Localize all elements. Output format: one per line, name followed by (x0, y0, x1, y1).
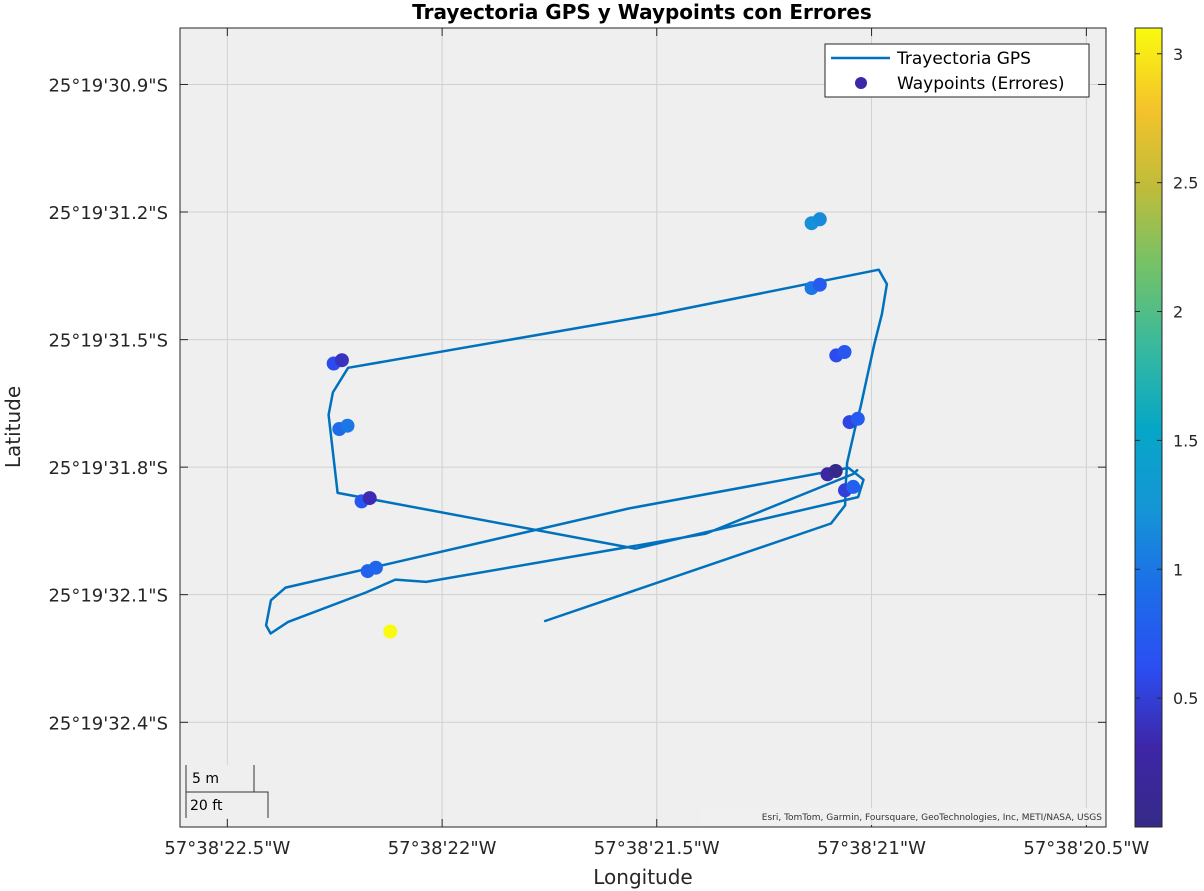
x-tick-label: 57°38'20.5"W (1023, 838, 1149, 859)
scale-bar-imperial: 20 ft (190, 798, 223, 814)
colorbar-tick-label: 2 (1173, 303, 1183, 322)
scale-bar-metric: 5 m (192, 771, 219, 787)
x-tick-label: 57°38'22"W (388, 838, 497, 859)
colorbar-tick-label: 1 (1173, 560, 1183, 579)
x-tick-label: 57°38'22.5"W (164, 838, 290, 859)
waypoint-marker[interactable] (850, 411, 865, 426)
waypoint-marker[interactable] (837, 345, 852, 359)
map-attribution: Esri, TomTom, Garmin, Foursquare, GeoTec… (762, 813, 1103, 823)
legend-box (824, 43, 1090, 98)
y-tick-label: 25°19'30.9"S (48, 75, 168, 96)
y-tick-label: 25°19'31.2"S (48, 203, 168, 224)
waypoint-marker[interactable] (368, 560, 383, 575)
legend-entry-waypoints: Waypoints (Errores) (897, 74, 1064, 94)
x-tick-label: 57°38'21.5"W (594, 838, 720, 859)
colorbar-tick-label: 2.5 (1173, 174, 1198, 193)
legend-marker-swatch (855, 77, 867, 89)
waypoint-marker[interactable] (362, 491, 377, 506)
y-tick-label: 25°19'32.4"S (48, 713, 168, 734)
waypoint-marker[interactable] (828, 464, 843, 478)
waypoint-marker[interactable] (846, 479, 861, 494)
map-axes[interactable] (180, 28, 1106, 827)
waypoint-marker[interactable] (383, 624, 398, 639)
grid (180, 28, 1106, 827)
chart-title: Trayectoria GPS y Waypoints con Errores (412, 0, 872, 24)
colorbar-ticks: 0.5 1 1.5 2 2.5 3 (1135, 45, 1198, 708)
y-tick-label: 25°19'32.1"S (48, 586, 168, 607)
colorbar-tick-label: 0.5 (1173, 689, 1198, 708)
scale-bar: 5 m 20 ft (184, 765, 270, 818)
colorbar-tick-label: 1.5 (1173, 431, 1198, 450)
x-tick-labels: 57°38'22.5"W 57°38'22"W 57°38'21.5"W 57°38'… (164, 838, 1149, 859)
y-tick-label: 25°19'31.8"S (48, 458, 168, 479)
y-axis-label: Latitude (1, 386, 25, 468)
legend[interactable]: Trayectoria GPS Waypoints (Errores) (824, 43, 1090, 98)
waypoint-marker[interactable] (334, 353, 349, 368)
y-tick-labels: 25°19'30.9"S 25°19'31.2"S 25°19'31.5"S 25°1… (48, 75, 168, 734)
plot-content (264, 212, 889, 639)
waypoint-marker[interactable] (340, 418, 355, 433)
colorbar (1134, 27, 1163, 828)
axes-frame (179, 27, 1107, 828)
x-tick-label: 57°38'21"W (817, 838, 926, 859)
waypoint-marker[interactable] (812, 277, 827, 292)
y-tick-label: 25°19'31.5"S (48, 331, 168, 352)
x-axis-label: Longitude (593, 865, 692, 889)
colorbar-tick-label: 3 (1173, 45, 1183, 64)
legend-entry-trajectory: Trayectoria GPS (896, 49, 1031, 69)
waypoint-marker[interactable] (812, 212, 827, 227)
